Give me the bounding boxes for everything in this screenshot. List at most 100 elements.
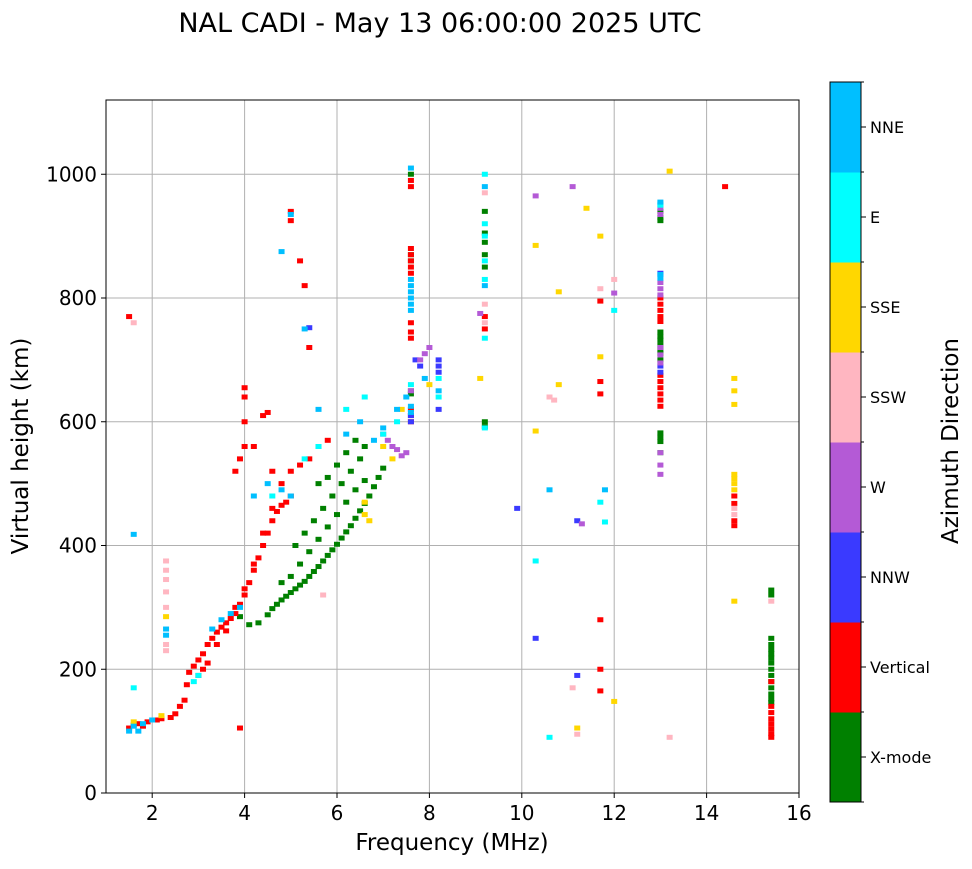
point-ssw-3 bbox=[163, 577, 170, 583]
point-vertical-16 bbox=[204, 642, 211, 647]
point-nne-15 bbox=[301, 326, 308, 332]
point-nnw-2 bbox=[407, 413, 414, 419]
point-e-8 bbox=[380, 431, 387, 437]
point-vertical-4 bbox=[144, 719, 151, 725]
point-sse-24 bbox=[731, 471, 738, 477]
point-vertical-105 bbox=[768, 679, 775, 685]
y-tick-label-200: 200 bbox=[59, 657, 97, 681]
point-x-mode-90 bbox=[768, 685, 775, 691]
point-sse-28 bbox=[731, 598, 738, 604]
point-vertical-46 bbox=[236, 456, 243, 462]
point-x-mode-10 bbox=[297, 582, 304, 588]
point-vertical-43 bbox=[260, 530, 267, 536]
point-vertical-5 bbox=[153, 717, 160, 723]
point-w-23 bbox=[657, 471, 664, 477]
point-nnw-1 bbox=[407, 419, 414, 425]
point-vertical-18 bbox=[213, 629, 220, 635]
y-axis-label: Virtual height (km) bbox=[8, 338, 34, 555]
point-vertical-97 bbox=[657, 391, 664, 397]
point-vertical-41 bbox=[241, 586, 248, 592]
point-e-15 bbox=[481, 233, 488, 239]
point-w-3 bbox=[394, 447, 401, 453]
point-sse-4 bbox=[361, 512, 368, 518]
point-nne-17 bbox=[343, 431, 350, 437]
point-sse-15 bbox=[574, 725, 581, 731]
point-x-mode-19 bbox=[338, 535, 345, 541]
point-vertical-2 bbox=[135, 721, 142, 727]
point-sse-19 bbox=[611, 698, 618, 704]
point-e-7 bbox=[361, 394, 368, 400]
point-nne-13 bbox=[278, 487, 285, 493]
point-vertical-42 bbox=[250, 561, 257, 567]
point-w-8 bbox=[421, 351, 428, 357]
point-vertical-83 bbox=[597, 298, 604, 304]
point-nne-16 bbox=[315, 406, 322, 412]
point-e-3 bbox=[269, 493, 276, 499]
point-nnw-6 bbox=[435, 363, 442, 369]
point-nnw-7 bbox=[435, 369, 442, 375]
point-x-mode-36 bbox=[343, 499, 350, 505]
point-e-21 bbox=[546, 734, 553, 740]
point-vertical-67 bbox=[236, 725, 243, 731]
point-w-20 bbox=[657, 360, 664, 366]
point-vertical-17 bbox=[209, 635, 216, 641]
point-x-mode-50 bbox=[343, 450, 350, 456]
point-nnw-8 bbox=[435, 406, 442, 412]
point-nnw-4 bbox=[417, 363, 424, 369]
point-nnw-5 bbox=[435, 357, 442, 363]
point-ssw-19 bbox=[731, 505, 738, 511]
point-x-mode-79 bbox=[768, 587, 775, 593]
point-vertical-49 bbox=[241, 394, 248, 400]
point-vertical-48 bbox=[241, 419, 248, 425]
point-nne-11 bbox=[250, 493, 257, 499]
point-vertical-57 bbox=[297, 462, 304, 468]
point-x-mode-43 bbox=[329, 493, 336, 499]
point-sse-17 bbox=[597, 233, 604, 239]
point-vertical-88 bbox=[597, 688, 604, 694]
point-vertical-25 bbox=[246, 580, 253, 586]
point-x-mode-18 bbox=[334, 541, 340, 547]
point-sse-26 bbox=[731, 481, 738, 487]
point-vertical-20 bbox=[223, 620, 230, 626]
point-nne-28 bbox=[407, 307, 414, 313]
point-ssw-5 bbox=[163, 604, 170, 610]
point-vertical-102 bbox=[731, 500, 738, 506]
chart-title: NAL CADI - May 13 06:00:00 2025 UTC bbox=[178, 8, 701, 39]
point-nne-21 bbox=[394, 406, 401, 412]
point-nne-42 bbox=[287, 211, 294, 217]
point-e-18 bbox=[481, 335, 488, 341]
point-x-mode-1 bbox=[246, 622, 253, 628]
point-nne-3 bbox=[139, 721, 146, 727]
point-nne-38 bbox=[657, 271, 664, 277]
point-x-mode-51 bbox=[352, 437, 359, 443]
point-x-mode-21 bbox=[347, 523, 354, 529]
point-vertical-65 bbox=[301, 283, 308, 289]
point-sse-11 bbox=[532, 242, 539, 248]
point-x-mode-69 bbox=[657, 333, 664, 339]
point-x-mode-17 bbox=[329, 547, 336, 553]
point-ssw-2 bbox=[163, 567, 170, 573]
x-tick-label-14: 14 bbox=[694, 801, 719, 825]
point-x-mode-39 bbox=[292, 543, 299, 548]
point-x-mode-34 bbox=[324, 524, 331, 530]
point-w-2 bbox=[389, 444, 396, 449]
point-nne-24 bbox=[407, 283, 414, 289]
point-vertical-66 bbox=[306, 345, 313, 350]
point-vertical-52 bbox=[260, 413, 267, 419]
grid-layer bbox=[106, 100, 800, 794]
point-nne-43 bbox=[278, 249, 285, 255]
point-nne-37 bbox=[601, 487, 608, 493]
colorbar-frame bbox=[829, 81, 862, 803]
point-vertical-61 bbox=[126, 314, 133, 320]
point-e-1 bbox=[190, 679, 197, 685]
point-x-mode-44 bbox=[338, 481, 345, 487]
point-vertical-54 bbox=[269, 468, 276, 474]
point-nnw-9 bbox=[514, 505, 521, 511]
colorbar-label-x-mode: X-mode bbox=[870, 748, 931, 767]
point-w-4 bbox=[398, 453, 405, 459]
point-x-mode-6 bbox=[278, 597, 285, 603]
point-sse-23 bbox=[731, 401, 738, 407]
point-nne-10 bbox=[236, 604, 243, 610]
